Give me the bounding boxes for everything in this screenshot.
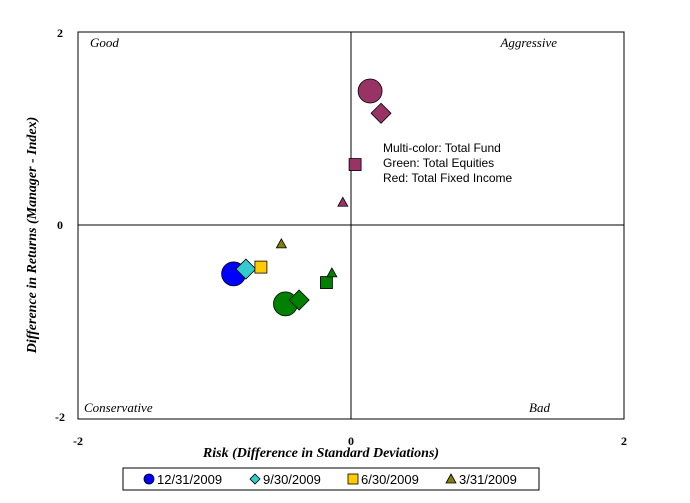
legend-label-9-30-2009: 9/30/2009 (263, 472, 321, 487)
data-point-group1-6-30-2009 (320, 276, 333, 289)
legend-marker-6-30-2009 (347, 473, 359, 485)
quadrant-bad: Bad (529, 400, 550, 415)
legend-markers (143, 473, 457, 485)
data-point-group0-12-31-2009 (357, 78, 383, 104)
annotation-total-fund: Multi-color: Total Fund (383, 141, 501, 155)
y-tick-mid: 0 (57, 218, 63, 232)
y-tick-bottom: -2 (55, 410, 65, 424)
annotation-total-equities: Green: Total Equities (383, 156, 494, 170)
legend-marker-9-30-2009 (249, 473, 261, 485)
x-tick-right: 2 (621, 434, 627, 448)
legend-marker-3-31-2009 (445, 473, 457, 484)
data-point-group2-6-30-2009 (254, 260, 268, 274)
data-point-group0-6-30-2009 (348, 158, 362, 171)
quadrant-good: Good (90, 35, 119, 50)
data-point-group2-3-31-2009 (275, 238, 288, 249)
x-tick-left: -2 (73, 434, 83, 448)
legend-marker-12-31-2009 (143, 473, 155, 485)
quadrant-conservative: Conservative (84, 400, 153, 415)
points-layer (221, 78, 392, 317)
y-tick-top: 2 (57, 26, 63, 40)
x-tick-mid: 0 (348, 434, 354, 448)
legend-label-12-31-2009: 12/31/2009 (157, 472, 222, 487)
legend-label-3-31-2009: 3/31/2009 (459, 472, 517, 487)
legend-box (122, 467, 540, 491)
data-point-group1-3-31-2009 (326, 267, 338, 278)
y-axis-title: Difference in Returns (Manager - Index) (25, 117, 40, 355)
x-axis-title: Risk (Difference in Standard Deviations) (202, 446, 439, 461)
data-point-group0-9-30-2009 (370, 102, 392, 124)
data-point-group1-9-30-2009 (288, 289, 310, 311)
quadrant-aggressive: Aggressive (499, 35, 557, 50)
data-point-group0-3-31-2009 (337, 196, 349, 207)
legend-label-6-30-2009: 6/30/2009 (361, 472, 419, 487)
annotation-total-fixed-income: Red: Total Fixed Income (383, 171, 513, 185)
data-point-group2-9-30-2009 (235, 258, 257, 280)
